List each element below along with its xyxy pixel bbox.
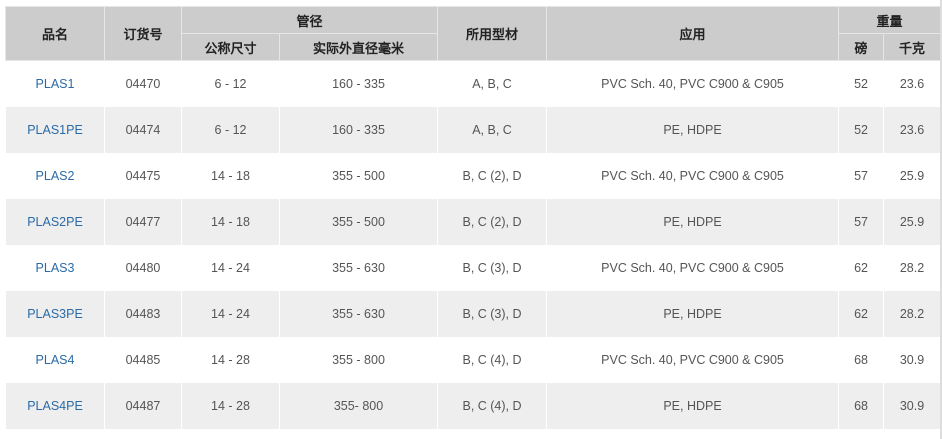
cell-nominal: 14 - 24 (181, 245, 280, 291)
cell-application: PE, HDPE (546, 107, 840, 153)
cell-profile: B, C (2), D (437, 153, 548, 199)
table-row: PLAS3 04480 14 - 24 355 - 630 B, C (3), D PVC… (5, 245, 942, 291)
cell-kg: 30.9 (883, 383, 942, 429)
cell-lb: 68 (838, 337, 885, 383)
scrollbar[interactable] (940, 0, 942, 439)
cell-application: PVC Sch. 40, PVC C900 & C905 (546, 245, 840, 291)
cell-profile: B, C (2), D (437, 199, 548, 245)
cell-nominal: 14 - 18 (181, 199, 280, 245)
cell-od: 160 - 335 (278, 60, 439, 107)
table-row: PLAS1PE 04474 6 - 12 160 - 335 A, B, C PE, HD… (5, 107, 942, 153)
cell-od: 160 - 335 (278, 107, 439, 153)
product-link[interactable]: PLAS3 (35, 261, 75, 275)
cell-name: PLAS4PE (5, 383, 105, 429)
cell-lb: 62 (838, 245, 885, 291)
cell-kg: 28.2 (883, 291, 942, 337)
cell-od: 355 - 630 (278, 291, 439, 337)
cell-name: PLAS1PE (5, 107, 105, 153)
cell-name: PLAS3 (5, 245, 105, 291)
cell-nominal: 14 - 28 (181, 383, 280, 429)
cell-lb: 52 (838, 107, 885, 153)
header-weight: 重量 (838, 6, 942, 34)
header-pipe: 管径 (180, 6, 439, 34)
cell-application: PE, HDPE (546, 291, 840, 337)
cell-lb: 68 (838, 383, 885, 429)
cell-profile: B, C (3), D (437, 291, 548, 337)
cell-nominal: 6 - 12 (181, 60, 280, 107)
cell-order: 04487 (104, 383, 182, 429)
cell-profile: B, C (4), D (437, 337, 548, 383)
header-kg: 千克 (883, 33, 942, 61)
cell-kg: 23.6 (883, 107, 942, 153)
table-row: PLAS2 04475 14 - 18 355 - 500 B, C (2), D PVC… (5, 153, 942, 199)
product-link[interactable]: PLAS4PE (27, 399, 83, 413)
cell-od: 355 - 500 (278, 199, 439, 245)
cell-nominal: 14 - 18 (181, 153, 280, 199)
cell-nominal: 14 - 24 (181, 291, 280, 337)
product-link[interactable]: PLAS4 (35, 353, 75, 367)
cell-profile: B, C (3), D (437, 245, 548, 291)
cell-application: PE, HDPE (546, 383, 840, 429)
header-name: 品名 (5, 6, 105, 61)
cell-name: PLAS3PE (5, 291, 105, 337)
header-application: 应用 (546, 6, 840, 61)
cell-od: 355 - 500 (278, 153, 439, 199)
product-link[interactable]: PLAS1PE (27, 123, 83, 137)
table-row: PLAS4 04485 14 - 28 355 - 800 B, C (4), D PVC… (5, 337, 942, 383)
cell-profile: A, B, C (437, 107, 548, 153)
cell-name: PLAS2 (5, 153, 105, 199)
cell-application: PE, HDPE (546, 199, 840, 245)
cell-application: PVC Sch. 40, PVC C900 & C905 (546, 337, 840, 383)
cell-od: 355 - 630 (278, 245, 439, 291)
cell-od: 355 - 800 (278, 337, 439, 383)
product-link[interactable]: PLAS3PE (27, 307, 83, 321)
cell-application: PVC Sch. 40, PVC C900 & C905 (546, 153, 840, 199)
header-od: 实际外直径毫米 (278, 33, 439, 61)
header-order: 订货号 (104, 6, 182, 61)
cell-name: PLAS4 (5, 337, 105, 383)
table-row: PLAS4PE 04487 14 - 28 355- 800 B, C (4), D PE… (5, 383, 942, 429)
cell-name: PLAS2PE (5, 199, 105, 245)
cell-kg: 23.6 (883, 60, 942, 107)
product-table: 品名 订货号 管径 所用型材 应用 重量 公称尺寸 实际外直径毫米 磅 千克 P… (5, 6, 942, 429)
product-link[interactable]: PLAS2PE (27, 215, 83, 229)
header-nominal: 公称尺寸 (181, 33, 280, 61)
cell-order: 04470 (104, 60, 182, 107)
cell-kg: 30.9 (883, 337, 942, 383)
cell-kg: 25.9 (883, 199, 942, 245)
cell-lb: 62 (838, 291, 885, 337)
cell-od: 355- 800 (278, 383, 439, 429)
table-row: PLAS1 04470 6 - 12 160 - 335 A, B, C PVC Sch.… (5, 60, 942, 107)
cell-name: PLAS1 (5, 60, 105, 107)
cell-kg: 25.9 (883, 153, 942, 199)
cell-profile: B, C (4), D (437, 383, 548, 429)
cell-nominal: 6 - 12 (181, 107, 280, 153)
header-lb: 磅 (838, 33, 885, 61)
cell-order: 04477 (104, 199, 182, 245)
cell-lb: 57 (838, 199, 885, 245)
cell-profile: A, B, C (437, 60, 548, 107)
cell-nominal: 14 - 28 (181, 337, 280, 383)
cell-lb: 57 (838, 153, 885, 199)
cell-order: 04480 (104, 245, 182, 291)
product-link[interactable]: PLAS2 (35, 169, 75, 183)
cell-order: 04485 (104, 337, 182, 383)
cell-lb: 52 (838, 60, 885, 107)
header-profile: 所用型材 (437, 6, 548, 61)
cell-order: 04474 (104, 107, 182, 153)
cell-order: 04475 (104, 153, 182, 199)
product-link[interactable]: PLAS1 (35, 77, 75, 91)
cell-kg: 28.2 (883, 245, 942, 291)
cell-application: PVC Sch. 40, PVC C900 & C905 (546, 60, 840, 107)
cell-order: 04483 (104, 291, 182, 337)
